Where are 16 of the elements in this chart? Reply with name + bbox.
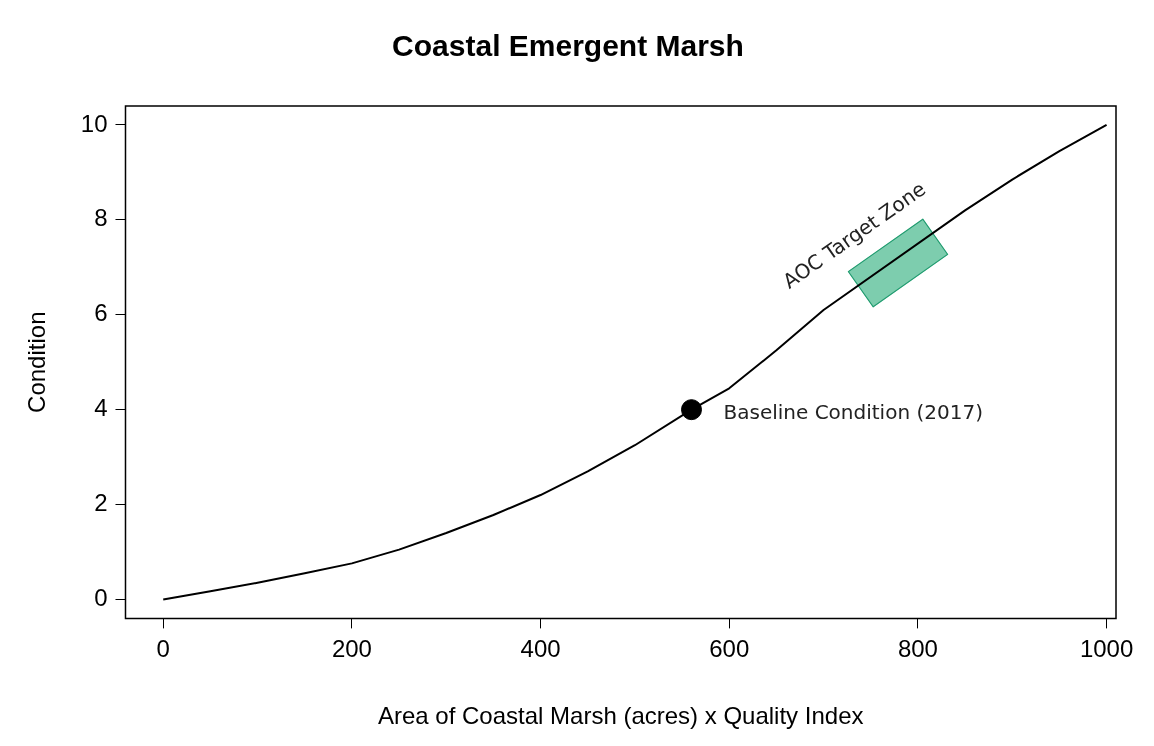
x-tick-label: 1000 [1079,635,1134,663]
x-tick-label: 600 [709,635,750,663]
annotation: Baseline Condition (2017) [723,399,983,424]
x-tick-label: 0 [156,635,170,663]
y-tick-label: 10 [80,109,108,137]
y-tick-label: 4 [94,394,108,422]
x-tick-label: 200 [331,635,372,663]
x-axis-title: Area of Coastal Marsh (acres) x Quality Index [377,702,864,730]
y-tick-label: 2 [94,489,108,517]
y-tick-label: 6 [94,299,108,327]
chart-title: Coastal Emergent Marsh [392,29,744,63]
y-tick-label: 0 [94,584,108,612]
x-tick-label: 400 [520,635,561,663]
y-tick-label: 8 [94,204,108,232]
y-axis-title: Condition [23,311,51,413]
x-tick-label: 800 [897,635,938,663]
